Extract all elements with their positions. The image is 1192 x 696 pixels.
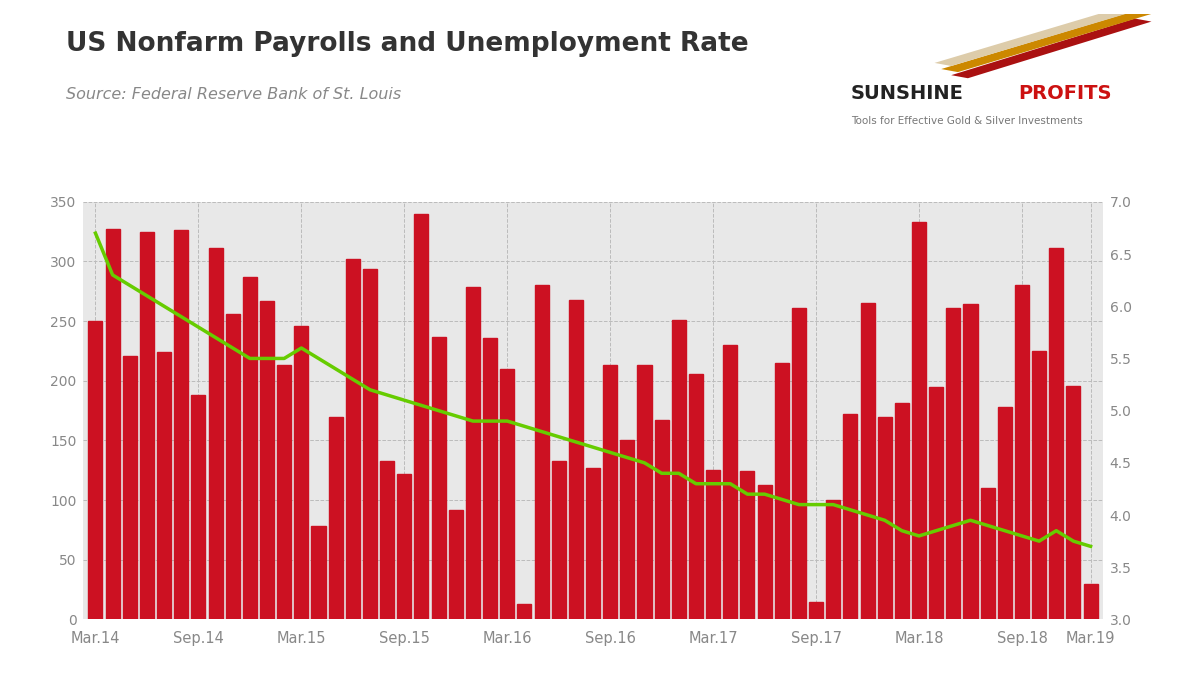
Bar	[174, 230, 188, 619]
Bar	[912, 222, 926, 619]
Bar	[123, 356, 137, 619]
Bar	[672, 320, 685, 619]
Bar	[1067, 386, 1080, 619]
Bar	[106, 229, 119, 619]
Bar	[946, 308, 961, 619]
Bar	[758, 484, 771, 619]
Bar	[534, 285, 548, 619]
Bar	[689, 374, 703, 619]
Text: US Nonfarm Payrolls and Unemployment Rate: US Nonfarm Payrolls and Unemployment Rat…	[66, 31, 749, 57]
Bar	[466, 287, 480, 619]
Bar	[1084, 584, 1098, 619]
Polygon shape	[951, 19, 1151, 78]
Bar	[448, 509, 462, 619]
Bar	[243, 277, 257, 619]
Bar	[895, 404, 908, 619]
Bar	[654, 420, 669, 619]
Bar	[157, 352, 172, 619]
Bar	[209, 248, 223, 619]
Bar	[620, 441, 634, 619]
Bar	[432, 337, 446, 619]
Bar	[225, 314, 240, 619]
Bar	[501, 369, 514, 619]
Polygon shape	[935, 3, 1151, 66]
Bar	[877, 417, 892, 619]
Bar	[603, 365, 617, 619]
Bar	[724, 345, 738, 619]
Bar	[638, 365, 652, 619]
Bar	[517, 604, 532, 619]
Bar	[861, 303, 875, 619]
Bar	[740, 471, 755, 619]
Polygon shape	[942, 11, 1151, 72]
Bar	[844, 414, 857, 619]
Bar	[260, 301, 274, 619]
Bar	[415, 214, 428, 619]
Bar	[311, 526, 325, 619]
Bar	[139, 232, 154, 619]
Bar	[483, 338, 497, 619]
Bar	[586, 468, 600, 619]
Bar	[294, 326, 309, 619]
Bar	[791, 308, 806, 619]
Bar	[1014, 285, 1029, 619]
Bar	[826, 500, 840, 619]
Bar	[1032, 351, 1047, 619]
Bar	[192, 395, 205, 619]
Bar	[346, 259, 360, 619]
Bar	[963, 304, 977, 619]
Bar	[706, 470, 720, 619]
Bar	[329, 417, 342, 619]
Bar	[552, 461, 566, 619]
Bar	[88, 321, 103, 619]
Bar	[929, 387, 943, 619]
Bar	[981, 488, 994, 619]
Bar	[278, 365, 291, 619]
Text: Source: Federal Reserve Bank of St. Louis: Source: Federal Reserve Bank of St. Loui…	[66, 87, 401, 102]
Bar	[1049, 248, 1063, 619]
Bar	[569, 300, 583, 619]
Bar	[775, 363, 789, 619]
Text: PROFITS: PROFITS	[1018, 84, 1111, 103]
Bar	[809, 601, 824, 619]
Bar	[998, 407, 1012, 619]
Bar	[362, 269, 377, 619]
Text: SUNSHINE: SUNSHINE	[851, 84, 964, 103]
Bar	[397, 474, 411, 619]
Text: Tools for Effective Gold & Silver Investments: Tools for Effective Gold & Silver Invest…	[851, 116, 1082, 126]
Bar	[380, 461, 395, 619]
